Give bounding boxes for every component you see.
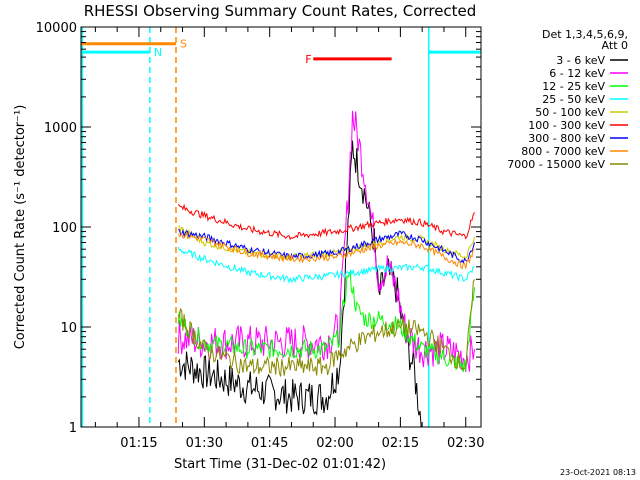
series-line	[177, 270, 475, 373]
y-tick-label: 10000	[36, 21, 77, 36]
footer-timestamp: 23-Oct-2021 08:13	[560, 468, 636, 477]
legend-entry-label: 50 - 100 keV	[535, 106, 605, 119]
y-tick-label: 1000	[44, 121, 77, 136]
x-tick-label: 01:45	[251, 436, 288, 451]
y-axis-label: Corrected Count Rate (s⁻¹ detector⁻¹)	[13, 105, 28, 350]
x-tick-label: 01:15	[120, 436, 157, 451]
y-tick-label: 10	[60, 321, 77, 336]
legend-entry-label: 800 - 7000 keV	[521, 145, 605, 158]
legend-header: Det 1,3,4,5,6,9,	[542, 28, 628, 41]
legend-entry-label: 6 - 12 keV	[549, 67, 605, 80]
legend-entry-label: 7000 - 15000 keV	[507, 158, 605, 171]
series-line	[177, 110, 475, 372]
series-line	[178, 228, 475, 265]
x-tick-label: 02:15	[382, 436, 419, 451]
x-tick-label: 02:30	[447, 436, 484, 451]
series-layer	[177, 110, 475, 427]
x-axis: 01:15 01:30 01:45 02:00 02:15 02:30	[94, 27, 484, 451]
legend-entry-label: 300 - 800 keV	[528, 132, 605, 145]
legend-header: Att 0	[602, 39, 628, 52]
series-line	[177, 203, 475, 241]
flag-layer: S N F	[81, 27, 481, 427]
legend-entry-label: 12 - 25 keV	[542, 80, 605, 93]
flag-label: N	[154, 46, 162, 59]
y-tick-label: 1	[69, 421, 77, 436]
legend-entry-label: 3 - 6 keV	[556, 54, 605, 67]
y-tick-label: 100	[52, 221, 77, 236]
legend-entry-label: 25 - 50 keV	[542, 93, 605, 106]
series-line	[177, 279, 475, 377]
x-tick-label: 01:30	[186, 436, 223, 451]
x-axis-label: Start Time (31-Dec-02 01:01:42)	[174, 457, 386, 472]
series-line	[177, 230, 475, 270]
x-tick-label: 02:00	[316, 436, 353, 451]
series-line	[177, 246, 475, 284]
y-axis: 1 10 100 1000 10000	[36, 21, 481, 436]
chart-title: RHESSI Observing Summary Count Rates, Co…	[84, 2, 477, 20]
legend-entry-label: 100 - 300 keV	[528, 119, 605, 132]
flag-label: F	[305, 53, 311, 66]
flag-label: S	[180, 38, 187, 51]
series-line	[177, 140, 423, 427]
